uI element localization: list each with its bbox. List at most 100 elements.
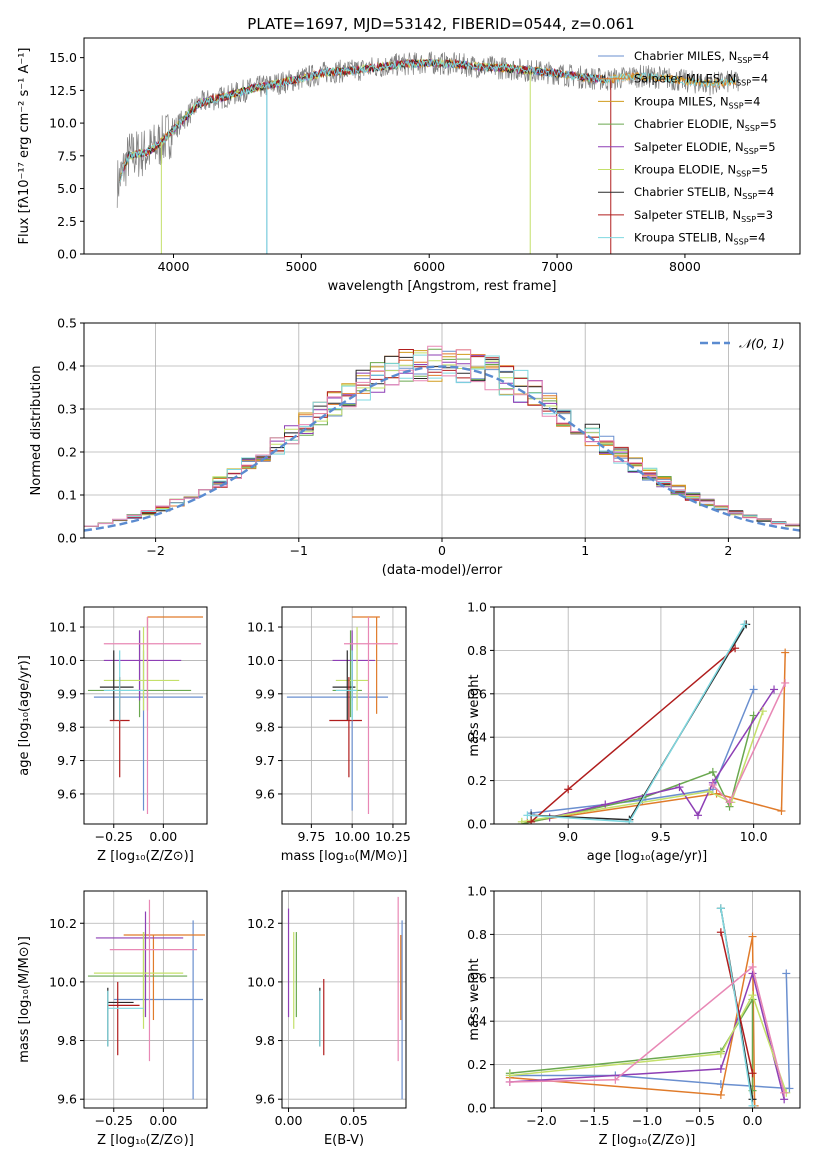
legend-entry-sub: SSP (744, 147, 759, 156)
legend-entry-sub: SSP (742, 192, 757, 201)
y-tick-label: 9.7 (255, 753, 275, 768)
axes-frame (83, 37, 801, 255)
x-tick-label: 8000 (669, 259, 701, 274)
y-tick-label: 5.0 (57, 181, 77, 196)
x-tick-label: −1.5 (579, 1113, 609, 1128)
gaussian-reference-line (84, 365, 800, 532)
model-spectrum-line (119, 59, 737, 183)
legend-entry-label: Chabrier STELIB, N (634, 185, 742, 199)
y-tick-label: 9.8 (255, 1033, 275, 1048)
legend-entry: 𝒩(0, 1) (739, 336, 785, 351)
y-tick-label: 0.4 (57, 359, 77, 374)
residual-legend: 𝒩(0, 1) (700, 336, 785, 351)
y-tick-label: 9.6 (57, 1092, 77, 1107)
x-tick-label: −1.0 (632, 1113, 662, 1128)
y-tick-label: 0.0 (57, 247, 77, 262)
x-tick-label: −2 (146, 543, 164, 558)
mass-weight-series-line (509, 970, 785, 1100)
mass-vs-z-axes: −0.25 0.00 9.6 9.8 10.0 10.2 Z [log₁₀(Z/Z⊙)] ma… (17, 890, 208, 1148)
axes-frame (281, 890, 407, 1109)
legend-entry-label: Chabrier MILES, N (634, 49, 737, 63)
y-axis-label: mass weight (467, 674, 482, 756)
legend-entry-suffix: =5 (751, 163, 768, 177)
x-axis-label: mass [log₁₀(M/M⊙)] (281, 849, 408, 864)
y-axis-label: mass weight (467, 958, 482, 1040)
legend-entry: Salpeter ELODIE, NSSP=5 (634, 140, 776, 156)
y-tick-label: 10.0 (49, 974, 77, 989)
y-tick-label: 0.4 (467, 730, 487, 745)
mass-weight-series-line (509, 965, 785, 1093)
legend-entry: Chabrier ELODIE, NSSP=5 (634, 117, 777, 133)
x-tick-label: 7000 (541, 259, 573, 274)
chart-title: PLATE=1697, MJD=53142, FIBERID=0544, z=0… (247, 15, 634, 33)
mass-vs-z-plot-area (87, 899, 206, 1100)
y-tick-label: 9.8 (255, 720, 275, 735)
x-tick-label: 9.5 (651, 829, 671, 844)
legend-entry-suffix: =3 (756, 208, 773, 222)
x-axis-label: wavelength [Angstrom, rest frame] (328, 279, 557, 294)
age-vs-z-axes: −0.25 0.00 9.6 9.7 9.8 9.9 10.0 10.1 Z [log₁₀(Z/… (17, 606, 208, 864)
x-tick-label: 0.0 (743, 1113, 763, 1128)
y-tick-label: 1.0 (467, 600, 487, 615)
legend-entry: Chabrier MILES, NSSP=4 (634, 49, 769, 65)
legend-entry-label: Salpeter ELODIE, N (634, 140, 744, 154)
legend-entry-suffix: =4 (744, 94, 761, 108)
legend-entry-sub: SSP (734, 238, 749, 247)
x-axis-label: Z [log₁₀(Z/Z⊙)] (97, 1133, 194, 1148)
x-tick-label: 0.05 (340, 1113, 368, 1128)
legend-entry: Salpeter STELIB, NSSP=3 (634, 208, 773, 224)
y-tick-label: 0.4 (467, 1014, 487, 1029)
y-tick-label: 12.5 (49, 83, 77, 98)
y-tick-label: 9.6 (57, 786, 77, 801)
y-tick-label: 0.2 (467, 773, 487, 788)
axes-frame (493, 606, 801, 825)
y-tick-label: 10.2 (247, 916, 275, 931)
x-tick-label: 10.25 (375, 829, 411, 844)
legend-entry-sub: SSP (736, 79, 751, 88)
y-tick-label: 10.0 (49, 653, 77, 668)
y-axis-label: mass [log₁₀(M/M⊙)] (17, 936, 32, 1063)
y-tick-label: 10.2 (49, 916, 77, 931)
legend-entry-label: Kroupa STELIB, N (634, 231, 734, 245)
mass-vs-ebv-plot-area (287, 896, 403, 1100)
x-tick-label: 0.00 (149, 1113, 177, 1128)
legend-entry-label: Salpeter STELIB, N (634, 208, 741, 222)
x-tick-label: −2.0 (526, 1113, 556, 1128)
x-tick-label: 10.0 (740, 829, 768, 844)
y-tick-label: 0.0 (57, 531, 77, 546)
y-tick-label: 1.0 (467, 884, 487, 899)
weight-vs-z-axes: −2.0 −1.5 −1.0 −0.5 0.0 0.0 0.2 0.4 0.6 0.8 1.0 Z [… (467, 884, 801, 1148)
y-tick-label: 9.8 (57, 1033, 77, 1048)
legend-entry-label: Salpeter MILES, N (634, 72, 736, 86)
legend-entry-sub: SSP (745, 124, 760, 133)
x-tick-label: 10.00 (334, 829, 370, 844)
legend-entry: Chabrier STELIB, NSSP=4 (634, 185, 774, 201)
y-tick-label: 0.0 (467, 1101, 487, 1116)
mass-weight-series-line (720, 908, 754, 1106)
y-axis-label: Normed distribution (29, 366, 44, 496)
legend-entry-label: Kroupa MILES, N (634, 94, 729, 108)
y-tick-label: 10.0 (247, 653, 275, 668)
legend-entry-suffix: =4 (757, 185, 774, 199)
age-vs-mass-plot-area (286, 616, 398, 814)
y-tick-label: 2.5 (57, 214, 77, 229)
age-vs-mass-axes: 9.75 10.00 10.25 9.6 9.7 9.8 9.9 10.0 10.1 mass [… (247, 606, 411, 864)
y-tick-label: 10.0 (247, 974, 275, 989)
y-tick-label: 9.9 (255, 686, 275, 701)
x-tick-label: 9.0 (558, 829, 578, 844)
y-tick-label: 0.5 (57, 316, 77, 331)
y-tick-label: 10.1 (247, 620, 275, 635)
y-tick-label: 10.1 (49, 620, 77, 635)
axes-frame (83, 890, 208, 1109)
mass-weight-series-line (509, 936, 756, 1106)
x-tick-label: 9.75 (297, 829, 325, 844)
y-tick-label: 0.8 (467, 643, 487, 658)
x-axis-label: Z [log₁₀(Z/Z⊙)] (599, 1133, 696, 1148)
legend-entry: Kroupa MILES, NSSP=4 (634, 94, 760, 110)
y-tick-label: 0.8 (467, 927, 487, 942)
x-axis-label: E(B-V) (324, 1133, 364, 1148)
x-axis-label: Z [log₁₀(Z/Z⊙)] (97, 849, 194, 864)
mass-weight-series-line (531, 689, 755, 814)
